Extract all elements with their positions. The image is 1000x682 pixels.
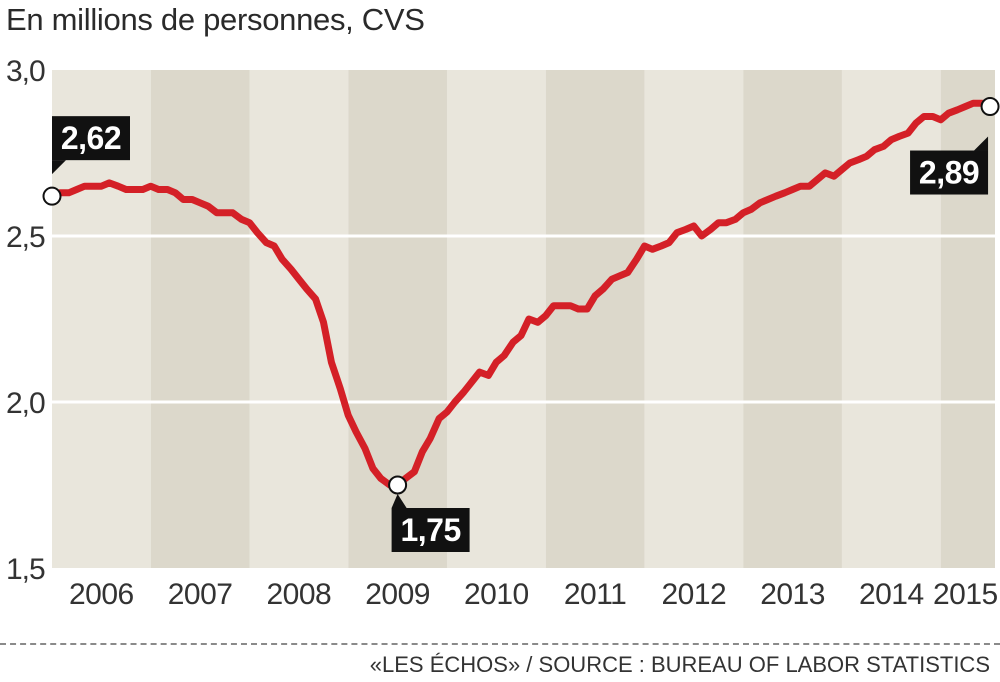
source-credit: «LES ÉCHOS» / SOURCE : BUREAU OF LABOR S… (369, 652, 990, 677)
annotation-pointer (52, 160, 66, 175)
data-point-marker (388, 475, 408, 495)
x-tick-label: 2010 (464, 578, 529, 611)
annotation-pointer (974, 136, 989, 151)
annotation-box (391, 508, 470, 552)
data-point-marker (980, 97, 1000, 117)
annotation-pointer (391, 494, 407, 508)
y-tick-label: 1,5 (6, 553, 45, 586)
series-line-0 (48, 99, 994, 489)
x-tick-label: 2015 (933, 578, 998, 611)
year-band-2014 (841, 70, 941, 568)
data-point-marker (42, 186, 62, 206)
year-band-2011 (545, 70, 645, 568)
annotation-label: 2,89 (919, 155, 979, 191)
horizontal-gridlines (52, 234, 995, 404)
x-tick-label: 2012 (661, 578, 726, 611)
annotation-label: 1,75 (400, 512, 460, 548)
y-tick-label: 2,5 (6, 221, 45, 254)
x-tick-label: 2011 (564, 578, 627, 611)
year-band-2013 (743, 70, 842, 568)
y-tick-label: 2,0 (6, 387, 45, 420)
year-band-2008 (249, 70, 349, 568)
x-tick-label: 2007 (168, 578, 233, 611)
value-annotation: 1,75 (388, 475, 470, 552)
chart-subtitle: En millions de personnes, CVS (6, 2, 425, 37)
year-bands (52, 70, 995, 568)
year-band-2012 (644, 70, 744, 568)
x-tick-label: 2008 (266, 578, 331, 611)
year-band-2007 (150, 70, 250, 568)
annotation-box (52, 116, 130, 161)
x-tick-label: 2009 (365, 578, 430, 611)
x-tick-label: 2006 (69, 578, 134, 611)
footer-divider (0, 643, 1000, 645)
x-tick-label: 2014 (859, 578, 924, 611)
y-tick-label: 3,0 (6, 55, 45, 88)
y-axis: 1,5 2,0 2,5 3,0 (6, 55, 46, 586)
value-annotation: 2,89 (910, 97, 1000, 195)
annotation-box (910, 150, 989, 195)
annotations-layer: 2,62 1,75 2,89 (42, 97, 1000, 552)
value-annotation: 2,62 (42, 116, 130, 206)
x-tick-label: 2013 (760, 578, 825, 611)
annotation-label: 2,62 (61, 120, 121, 156)
series-layer (48, 99, 994, 489)
x-axis: 2006 2007 2008 2009 2010 2011 2012 2013 2014 2015 (69, 578, 998, 611)
